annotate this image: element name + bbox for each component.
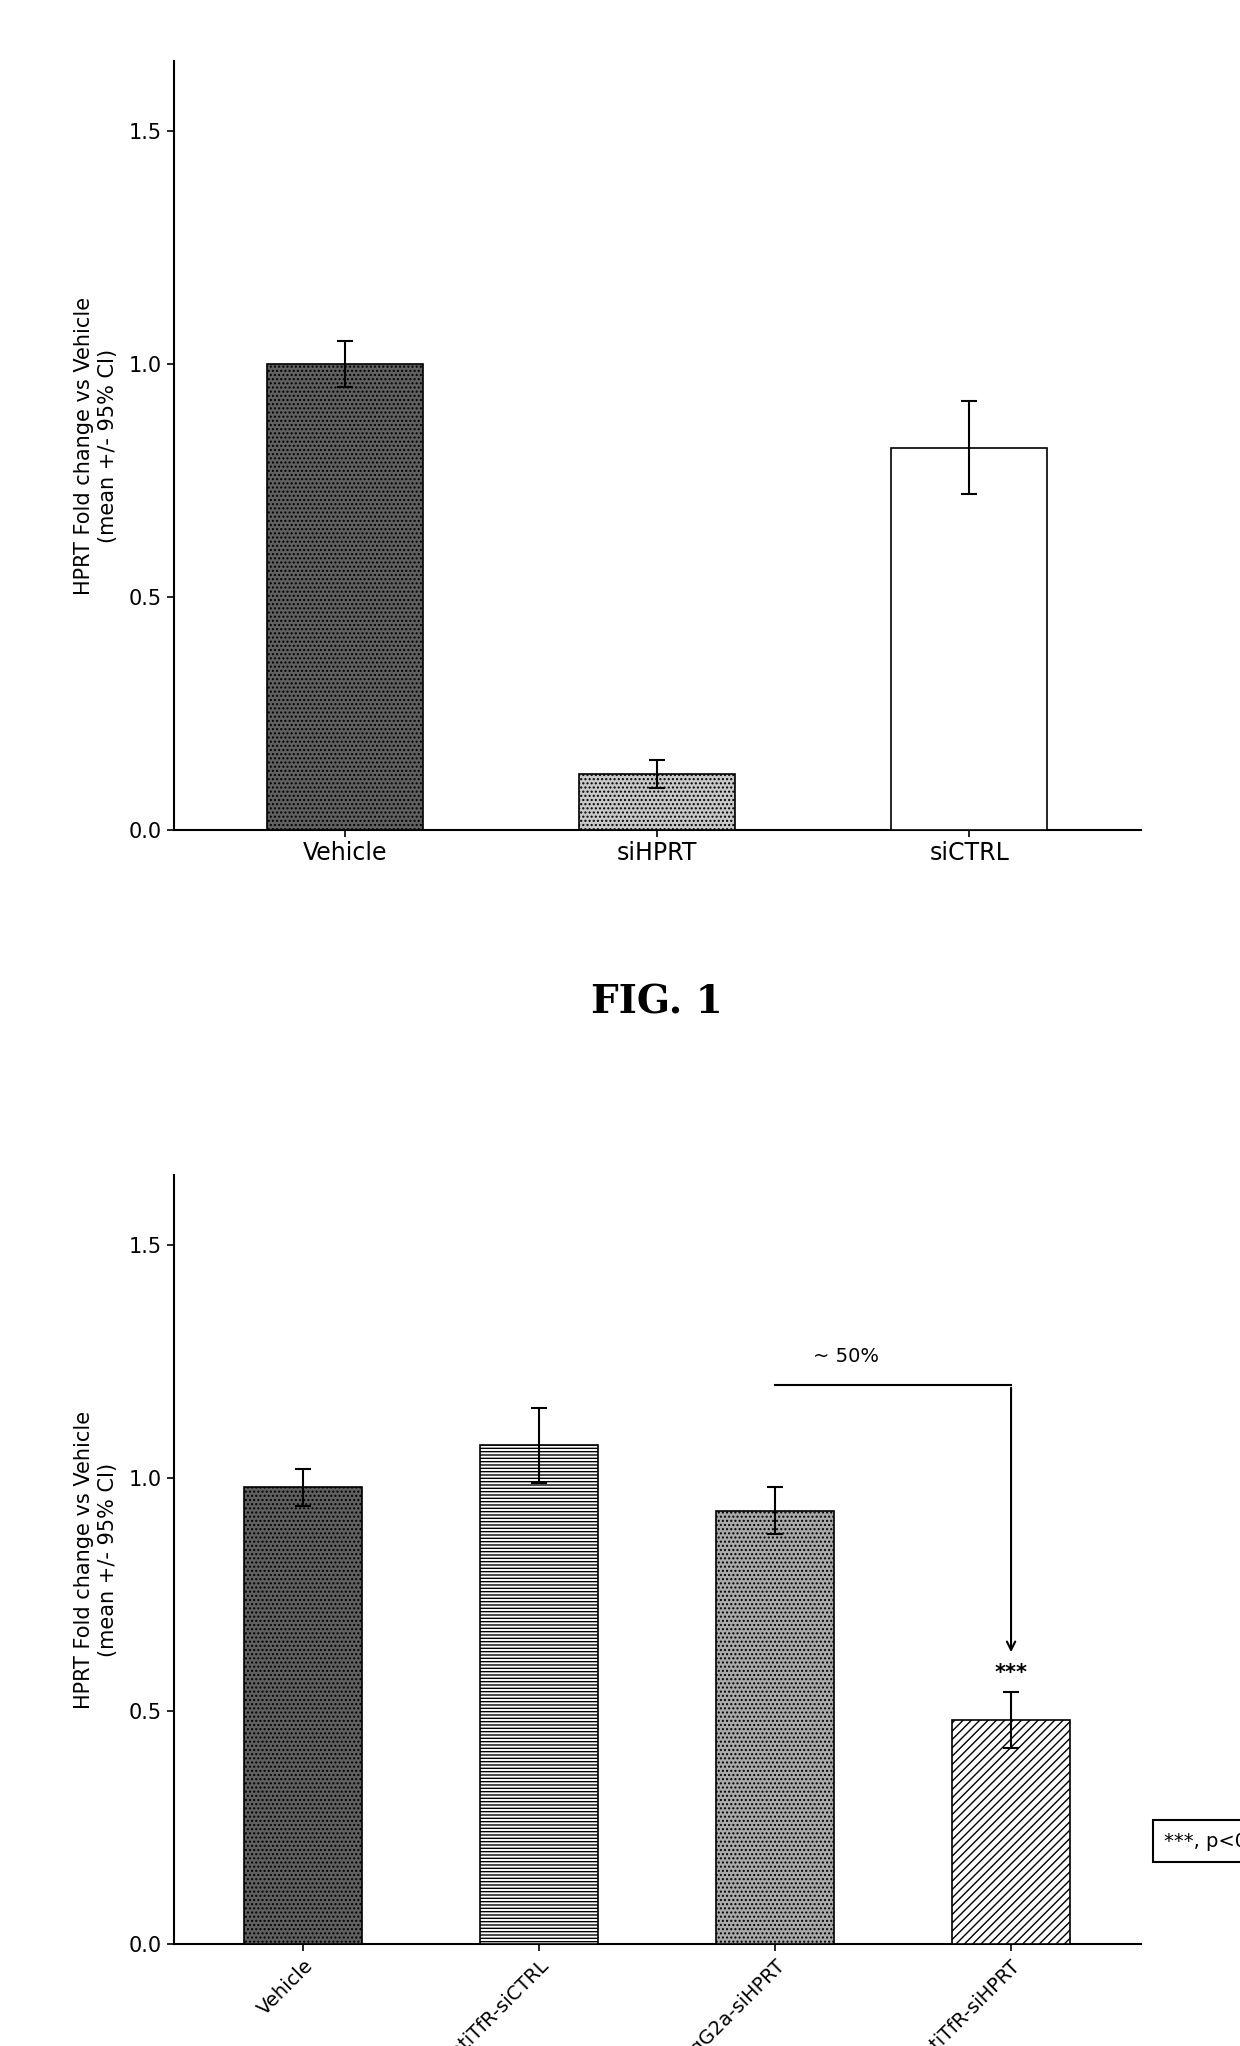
Text: ~ 50%: ~ 50%: [813, 1348, 879, 1367]
Bar: [579, 773, 735, 831]
Bar: [480, 1444, 598, 1944]
Bar: [717, 1510, 835, 1944]
Text: ***, p<0.001: ***, p<0.001: [1164, 1831, 1240, 1852]
Y-axis label: HPRT Fold change vs Vehicle
(mean +/- 95% CI): HPRT Fold change vs Vehicle (mean +/- 95…: [74, 297, 118, 595]
Bar: [244, 1487, 362, 1944]
Text: FIG. 1: FIG. 1: [591, 984, 723, 1021]
Y-axis label: HPRT Fold change vs Vehicle
(mean +/- 95% CI): HPRT Fold change vs Vehicle (mean +/- 95…: [74, 1410, 118, 1708]
Text: ***: ***: [994, 1663, 1028, 1684]
Bar: [952, 1721, 1070, 1944]
Bar: [267, 364, 423, 831]
Bar: [892, 448, 1048, 831]
